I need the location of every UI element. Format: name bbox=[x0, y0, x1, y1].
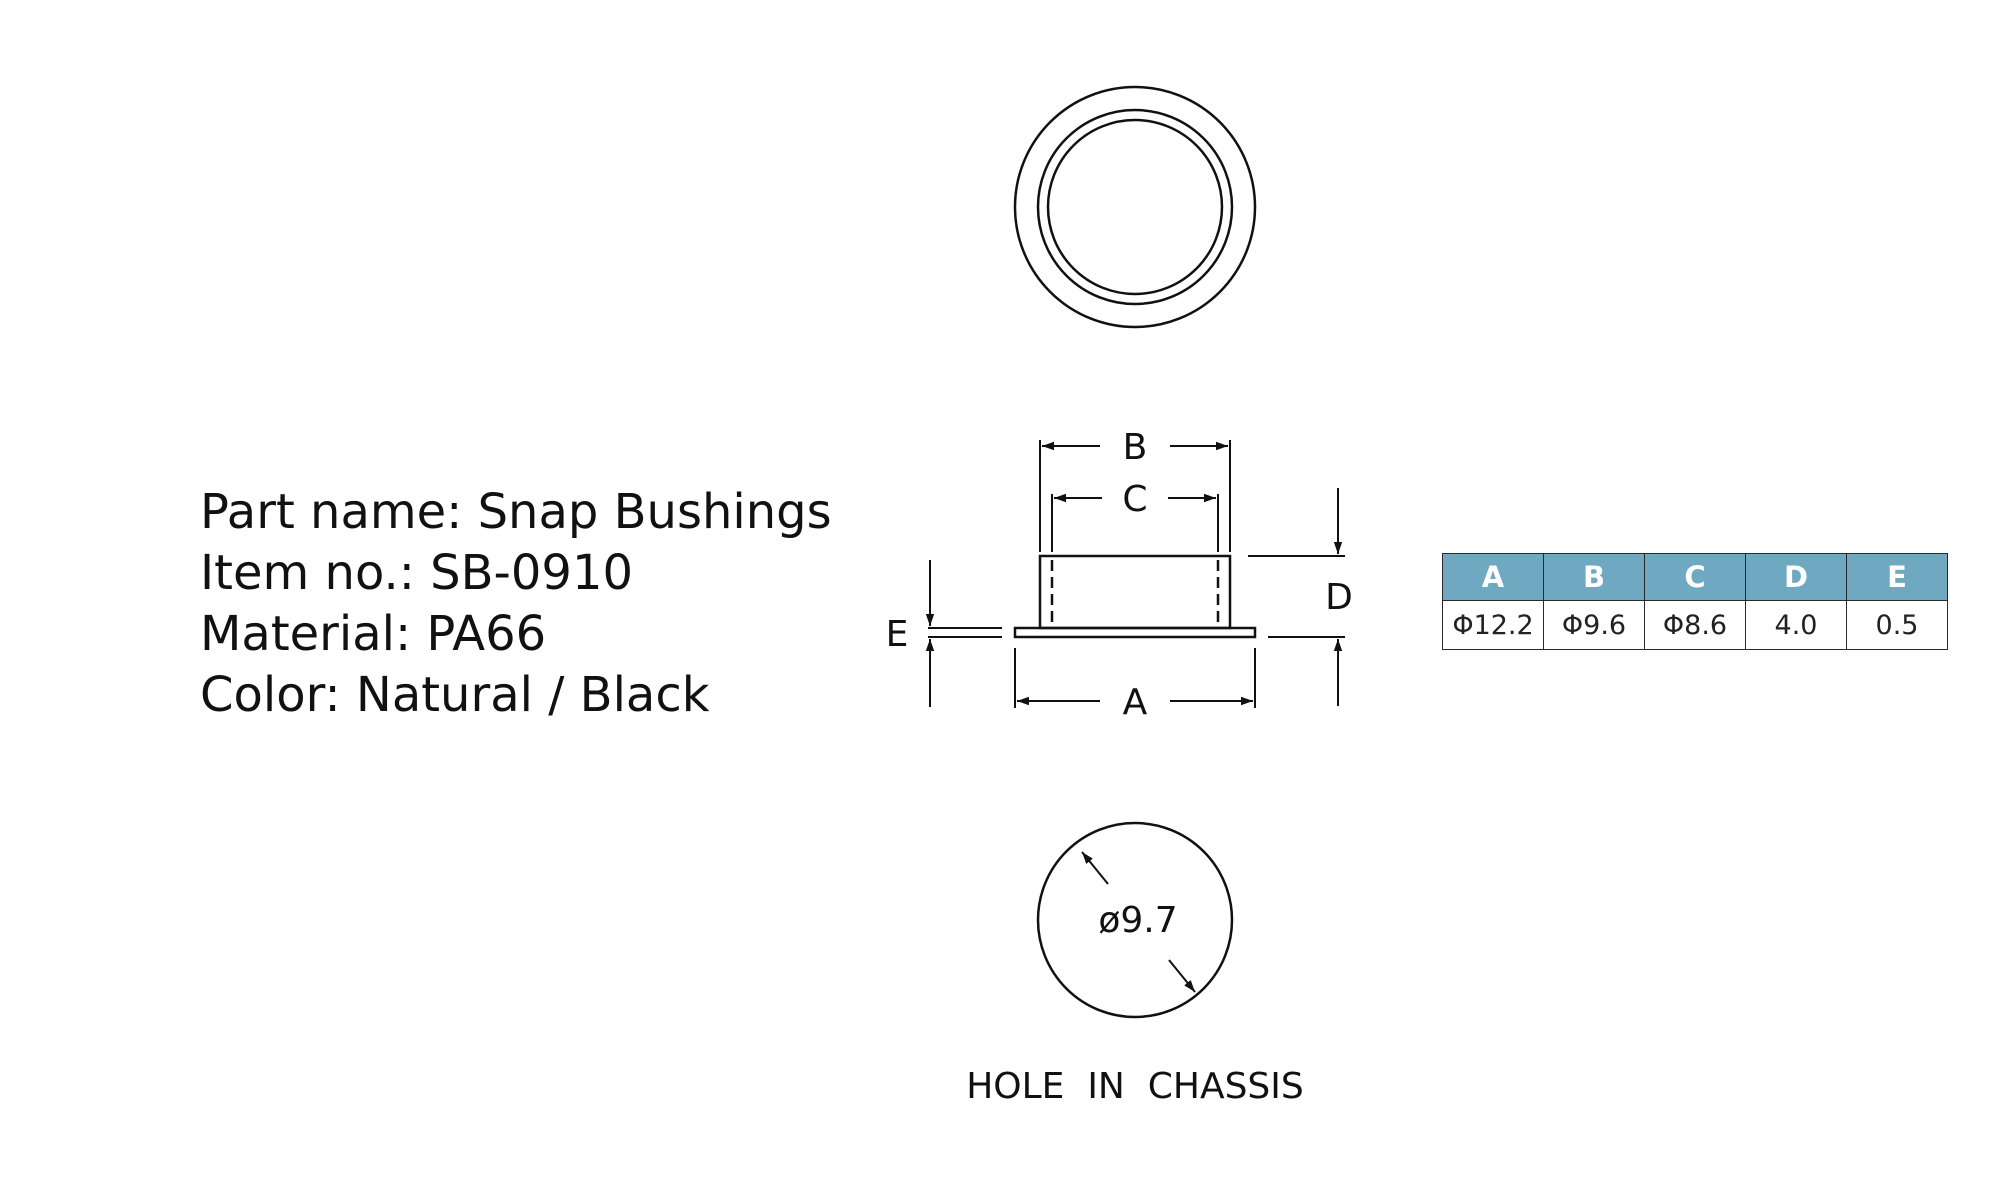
table-header-cell: B bbox=[1543, 553, 1645, 601]
table-header-cell: D bbox=[1745, 553, 1847, 601]
color: Color: Natural / Black bbox=[200, 667, 710, 723]
top-view bbox=[1013, 85, 1257, 329]
hole-dim-arrow-bottom bbox=[1168, 959, 1196, 993]
hole-diameter-label: ø9.7 bbox=[1098, 900, 1177, 941]
dimension-table: A B C D E Φ12.2 Φ9.6 Φ8.6 4.0 0.5 bbox=[1442, 553, 1948, 650]
bushing-flange bbox=[1013, 626, 1257, 639]
outer-flange-circle bbox=[1013, 85, 1257, 329]
label-c: C bbox=[1122, 479, 1147, 520]
bushing-body bbox=[1038, 554, 1232, 630]
label-d: D bbox=[1325, 577, 1353, 618]
table-header-cell: A bbox=[1442, 553, 1544, 601]
material: Material: PA66 bbox=[200, 606, 547, 662]
middle-circle bbox=[1036, 108, 1234, 306]
table-header-cell: C bbox=[1644, 553, 1746, 601]
dimensions bbox=[925, 440, 1345, 708]
label-b: B bbox=[1123, 427, 1148, 468]
side-view bbox=[1013, 554, 1257, 639]
table-cell: 4.0 bbox=[1745, 600, 1847, 650]
table-cell: Φ12.2 bbox=[1442, 600, 1544, 650]
hole-circle bbox=[1036, 821, 1234, 1019]
table-header-row: A B C D E bbox=[1442, 553, 1948, 601]
spec-block: Part name: Snap Bushings Item no.: SB-09… bbox=[200, 482, 832, 726]
table-header-cell: E bbox=[1846, 553, 1948, 601]
part-name: Part name: Snap Bushings bbox=[200, 484, 832, 540]
table-cell: Φ9.6 bbox=[1543, 600, 1645, 650]
hole-view bbox=[1036, 821, 1234, 1019]
hole-dim-arrow-top bbox=[1081, 851, 1109, 885]
table-row: Φ12.2 Φ9.6 Φ8.6 4.0 0.5 bbox=[1442, 600, 1948, 650]
inner-circle bbox=[1046, 118, 1224, 296]
label-e: E bbox=[886, 614, 909, 655]
label-a: A bbox=[1123, 682, 1148, 723]
item-number: Item no.: SB-0910 bbox=[200, 545, 634, 601]
hole-caption: HOLE IN CHASSIS bbox=[966, 1066, 1304, 1107]
table-cell: 0.5 bbox=[1846, 600, 1948, 650]
table-cell: Φ8.6 bbox=[1644, 600, 1746, 650]
